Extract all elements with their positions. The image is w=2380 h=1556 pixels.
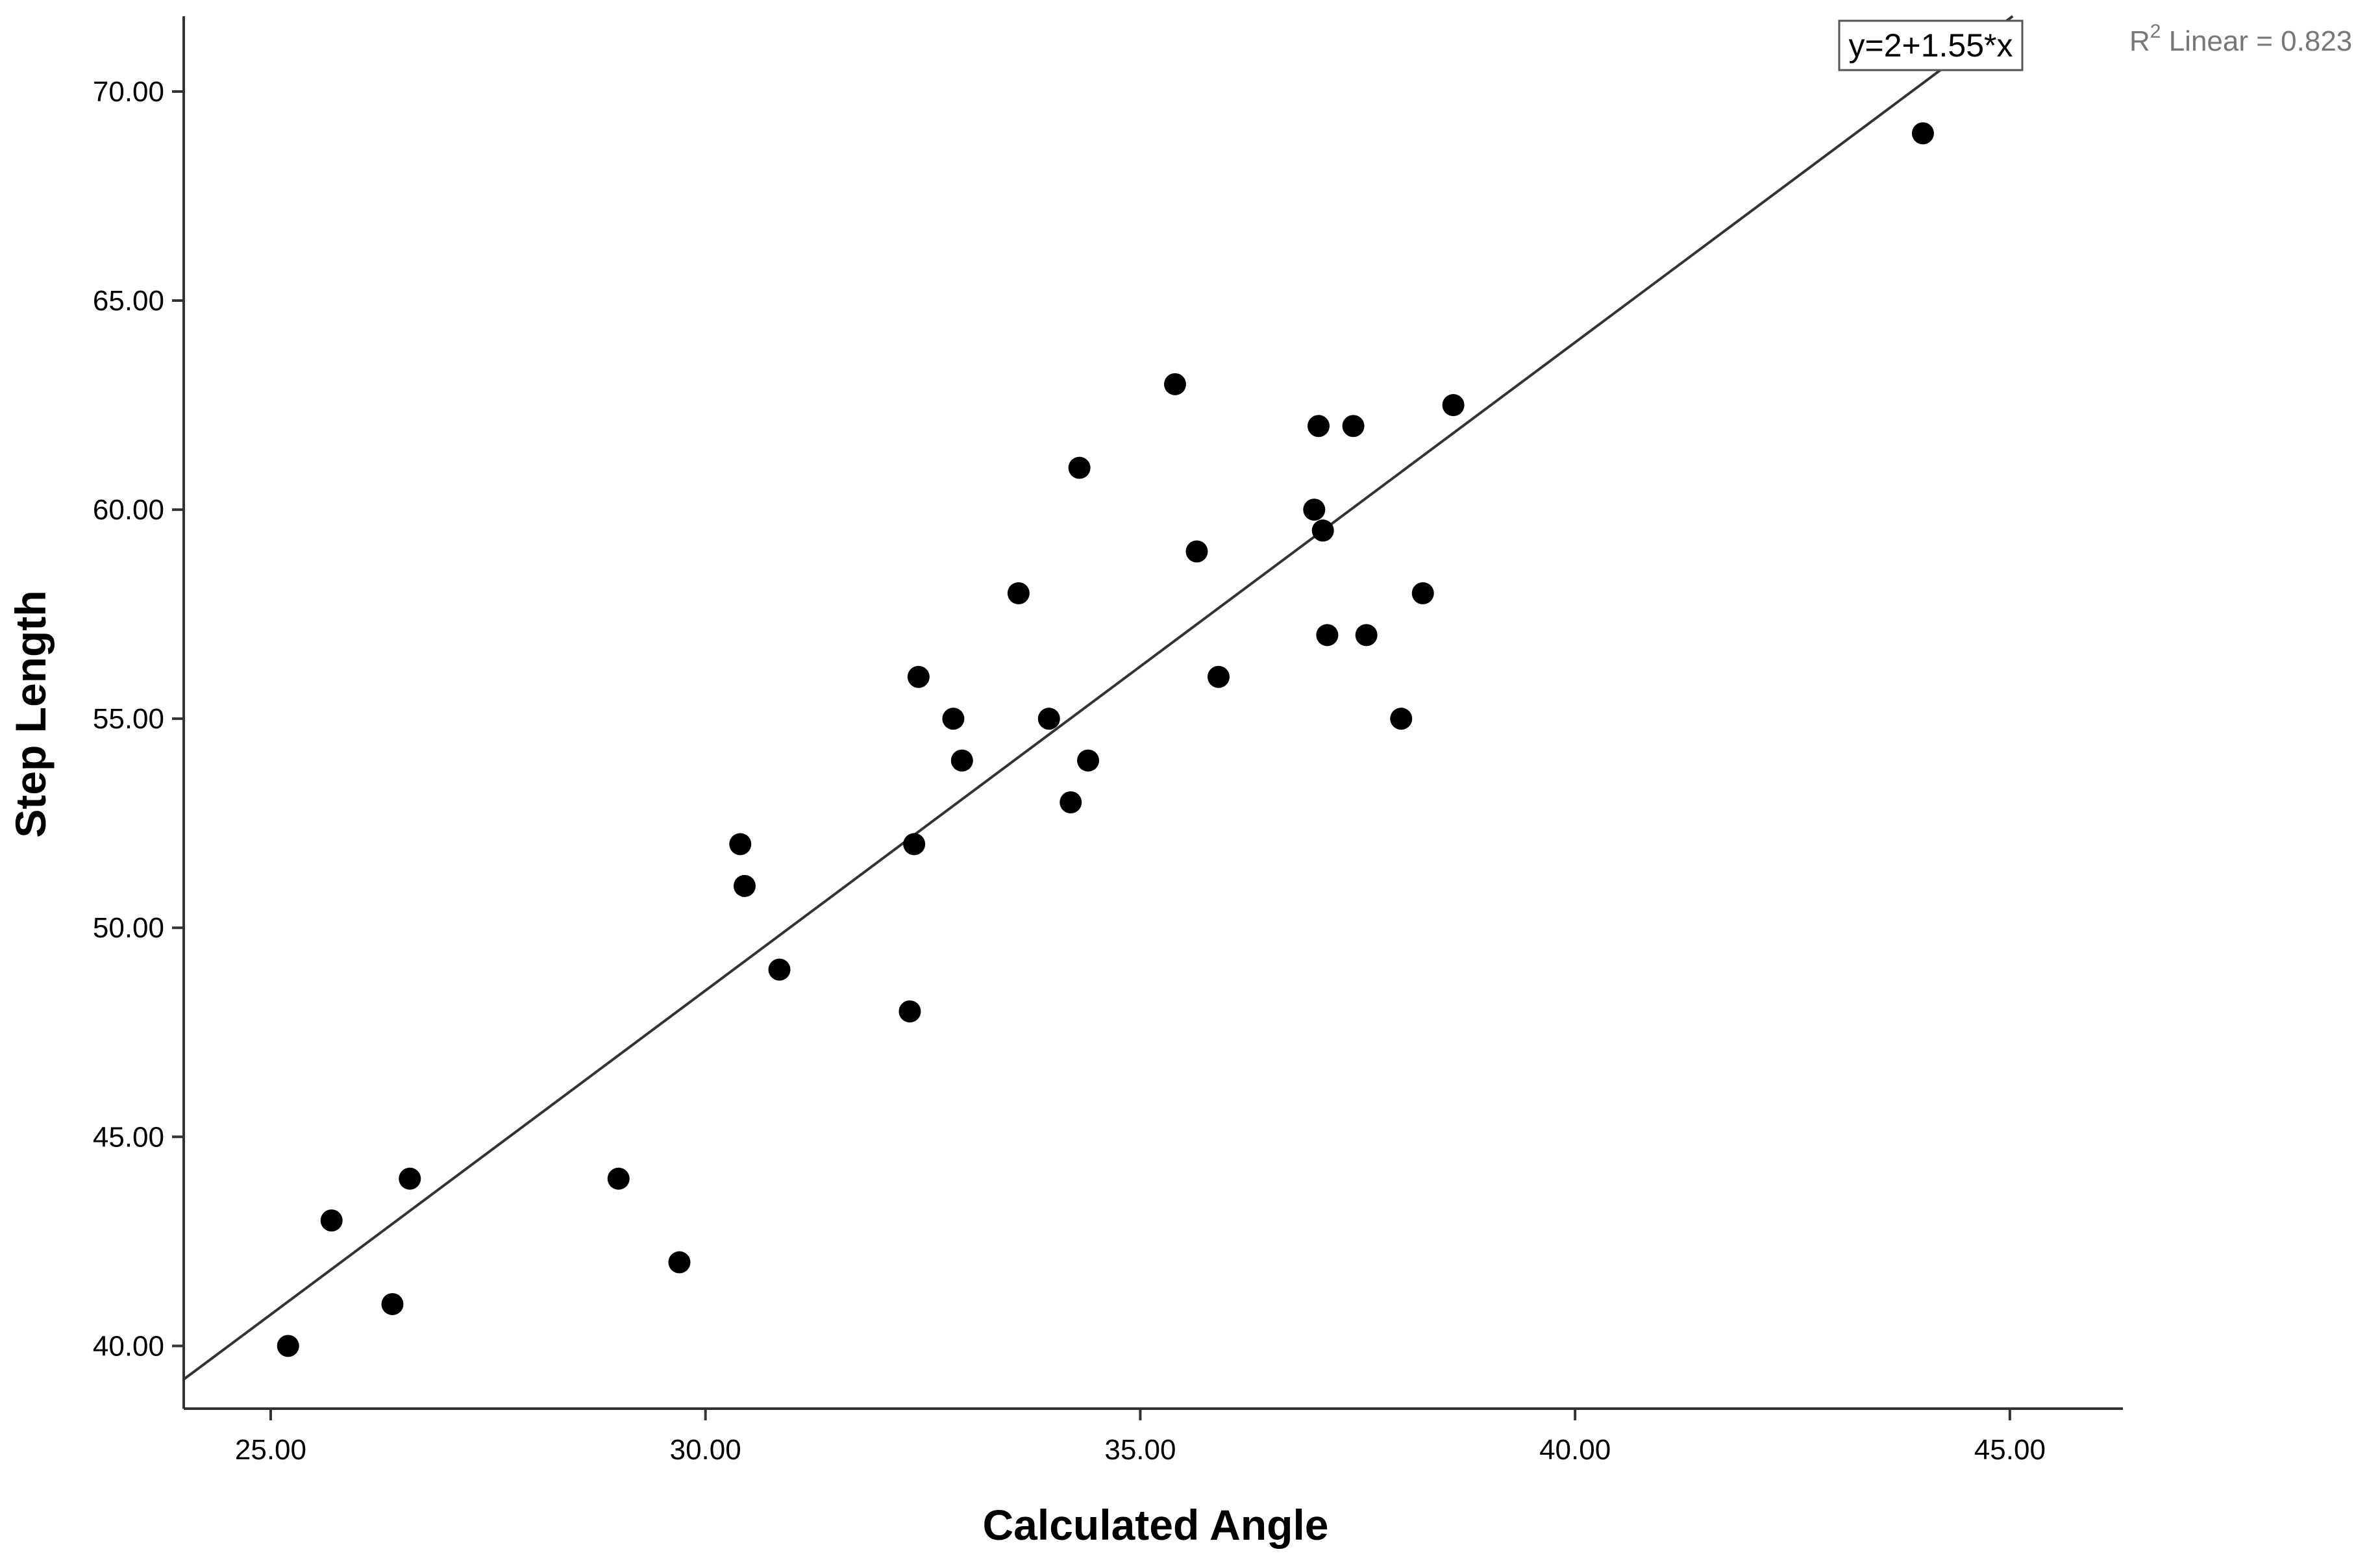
x-tick-label: 30.00 — [670, 1434, 741, 1466]
data-point — [607, 1167, 630, 1190]
data-point — [942, 708, 965, 730]
y-tick-label: 45.00 — [93, 1121, 164, 1153]
y-tick-label: 40.00 — [93, 1330, 164, 1362]
data-point — [729, 833, 752, 856]
data-point — [399, 1167, 421, 1190]
y-tick-label: 60.00 — [93, 494, 164, 526]
fit-equation-label: y=2+1.55*x — [1849, 27, 2013, 64]
data-point — [903, 833, 926, 856]
data-point — [768, 958, 791, 981]
data-point — [1390, 708, 1413, 730]
data-point — [907, 665, 930, 688]
data-point — [1303, 499, 1326, 521]
y-tick-label: 65.00 — [93, 285, 164, 317]
data-point — [1316, 624, 1339, 647]
data-point — [277, 1335, 299, 1357]
data-point — [1307, 415, 1330, 438]
x-ticks: 25.00 30.00 35.00 40.00 45.00 — [235, 1409, 2046, 1466]
x-tick-label: 25.00 — [235, 1434, 306, 1466]
data-point — [1185, 540, 1208, 563]
y-tick-label: 70.00 — [93, 76, 164, 108]
data-point — [1342, 415, 1365, 438]
regression-line — [182, 15, 2014, 1381]
fit-equation-box: y=2+1.55*x — [1838, 19, 2024, 71]
x-tick-label: 35.00 — [1104, 1434, 1176, 1466]
data-point — [899, 1000, 921, 1023]
x-tick-label: 45.00 — [1974, 1434, 2046, 1466]
data-point — [1037, 708, 1060, 730]
axes — [182, 16, 2123, 1410]
x-tick-label: 40.00 — [1539, 1434, 1611, 1466]
r-squared-label: R2 Linear = 0.823 — [2129, 21, 2352, 57]
y-axis-title: Step Length — [6, 590, 55, 837]
data-point — [1068, 456, 1091, 479]
data-point — [1311, 519, 1334, 542]
data-point — [1077, 749, 1100, 772]
data-point — [1007, 582, 1030, 604]
data-point — [950, 749, 973, 772]
data-point — [1207, 665, 1230, 688]
data-point — [381, 1292, 404, 1315]
data-point — [1911, 122, 1934, 145]
data-point — [1060, 791, 1082, 813]
data-point — [1163, 373, 1186, 395]
y-ticks: 40.00 45.00 50.00 55.00 60.00 65.00 70.00 — [93, 76, 184, 1362]
y-tick-label: 55.00 — [93, 703, 164, 735]
y-tick-label: 50.00 — [93, 912, 164, 944]
data-point — [1411, 582, 1434, 604]
data-point — [320, 1209, 343, 1232]
data-points — [277, 122, 1934, 1357]
data-point — [668, 1251, 691, 1274]
data-point — [733, 874, 756, 897]
x-axis-title: Calculated Angle — [983, 1501, 1329, 1549]
data-point — [1355, 624, 1378, 647]
data-point — [1442, 394, 1465, 417]
